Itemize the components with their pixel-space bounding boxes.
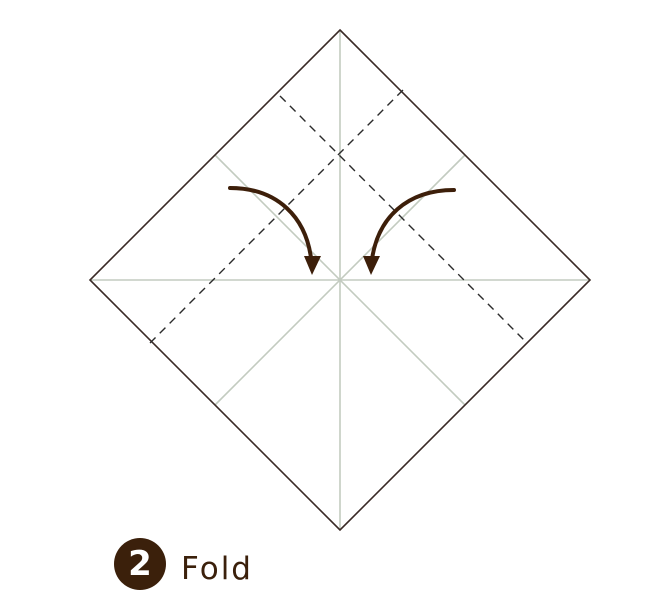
left-fold-arrow [228, 186, 314, 270]
diagonal-crease-right [214, 154, 466, 406]
dashed-fold-lines [149, 89, 525, 344]
right-fold-arrowhead [363, 256, 380, 275]
step-number: 2 [128, 544, 152, 584]
left-fold-arrowhead [304, 256, 321, 275]
dashed-fold-line-left [149, 89, 404, 344]
paper-square-outline [88, 28, 592, 532]
step-instruction: Fold [181, 551, 253, 587]
step-number-badge: 2 [114, 538, 166, 590]
fold-arrows [228, 186, 456, 275]
right-fold-arrow [369, 188, 456, 270]
step-caption: 2 Fold [114, 538, 253, 590]
crease-lines [90, 30, 590, 530]
dashed-fold-line-right [279, 95, 525, 341]
